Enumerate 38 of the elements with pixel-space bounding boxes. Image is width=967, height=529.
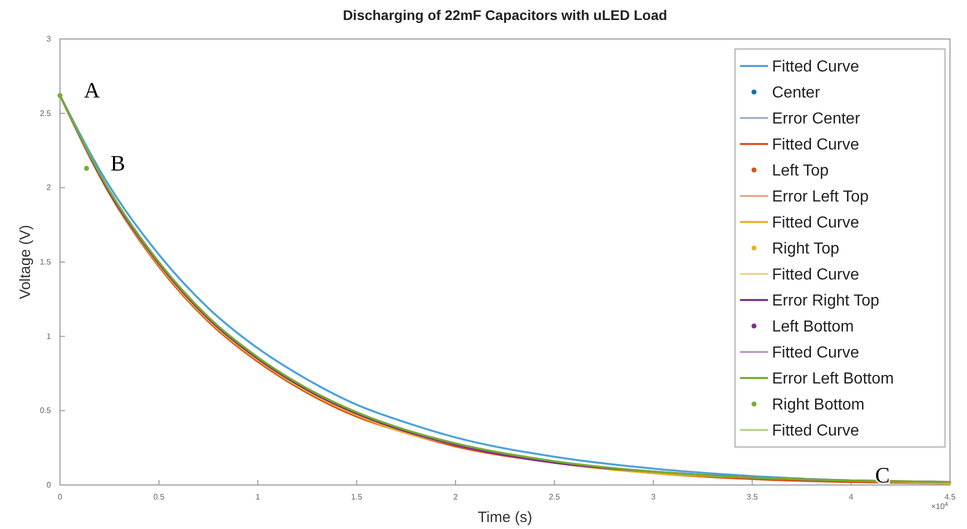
annotation: A bbox=[84, 77, 100, 102]
x-tick-label: 1.5 bbox=[351, 492, 363, 502]
x-tick-label: 0 bbox=[58, 492, 63, 502]
legend-label: Error Left Top bbox=[772, 188, 869, 206]
annotation: B bbox=[110, 150, 126, 176]
chart-title: Discharging of 22mF Capacitors with uLED Load bbox=[342, 7, 668, 23]
legend-label: Fitted Curve bbox=[772, 214, 860, 232]
x-tick-label: 2 bbox=[453, 492, 458, 502]
legend-label: Error Right Top bbox=[772, 292, 880, 310]
legend-label: Left Bottom bbox=[772, 318, 854, 336]
x-axis-title: Time (s) bbox=[478, 509, 532, 526]
x-tick-label: 2.5 bbox=[548, 492, 561, 502]
legend-label: Fitted Curve bbox=[772, 266, 860, 284]
legend-label: Fitted Curve bbox=[772, 344, 860, 362]
y-axis-title: Voltage (V) bbox=[17, 224, 34, 300]
x-tick-label: 4.5 bbox=[944, 492, 956, 502]
legend-label: Center bbox=[772, 84, 821, 102]
legend-label: Right Bottom bbox=[772, 396, 864, 414]
y-tick-label: 0 bbox=[46, 480, 52, 490]
x-tick-label: 0.5 bbox=[153, 492, 165, 502]
legend-label: Fitted Curve bbox=[772, 58, 860, 76]
x-tick-label: 1 bbox=[256, 492, 261, 502]
x-tick-label: 4 bbox=[848, 492, 854, 502]
y-tick-label: 1 bbox=[46, 332, 52, 341]
x-tick-label: 3 bbox=[651, 492, 656, 502]
legend-label: Left Top bbox=[772, 162, 829, 180]
y-tick-label: 3 bbox=[46, 34, 52, 44]
y-tick-label: 2 bbox=[46, 183, 52, 192]
x-tick-label: 3.5 bbox=[746, 492, 758, 502]
legend-label: Error Left Bottom bbox=[772, 370, 894, 388]
y-tick-label: 1.5 bbox=[40, 258, 52, 267]
text: ×10$^{4}$ bbox=[931, 501, 949, 511]
legend-label: Fitted Curve bbox=[772, 422, 860, 440]
y-tick-label: 0.5 bbox=[40, 406, 52, 416]
legend-label: Error Center bbox=[772, 110, 861, 128]
legend-label: Right Top bbox=[772, 240, 840, 258]
y-tick-label: 2.5 bbox=[40, 108, 52, 118]
legend-label: Fitted Curve bbox=[772, 136, 860, 154]
